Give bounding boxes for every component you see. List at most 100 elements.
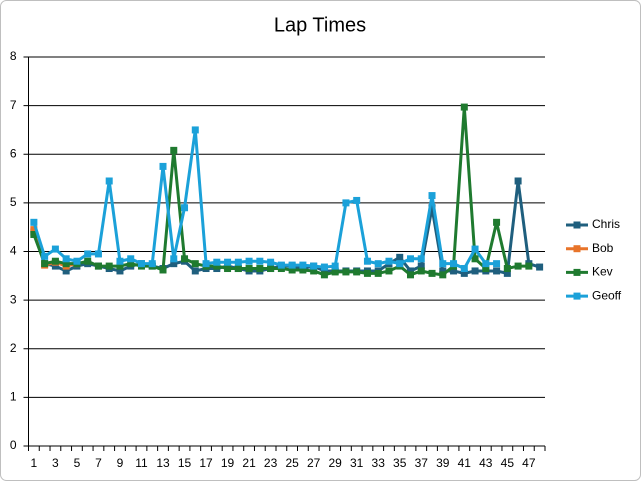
point-marker — [385, 257, 393, 265]
point-marker — [406, 271, 414, 279]
point-marker — [493, 267, 501, 275]
legend-swatch-marker — [573, 268, 581, 276]
point-marker — [406, 255, 414, 263]
point-marker — [396, 253, 404, 261]
point-marker — [62, 255, 70, 263]
point-marker — [51, 262, 59, 270]
y-tick-label: 6 — [10, 146, 17, 160]
point-marker — [514, 262, 522, 270]
y-tick-label: 2 — [10, 341, 17, 355]
point-marker — [30, 226, 38, 234]
point-marker — [503, 265, 511, 273]
x-tick-label: 13 — [156, 456, 170, 470]
point-marker — [320, 267, 328, 275]
point-marker — [30, 230, 38, 238]
y-tick-label: 5 — [10, 195, 17, 209]
point-marker — [450, 260, 458, 268]
point-marker — [417, 262, 425, 270]
legend-label: Kev — [592, 265, 613, 279]
point-marker — [439, 260, 447, 268]
point-marker — [245, 257, 253, 265]
point-marker — [493, 218, 501, 226]
chart-title: Lap Times — [274, 14, 366, 36]
point-marker — [353, 268, 361, 276]
point-marker — [116, 267, 124, 275]
y-tick-label: 1 — [10, 390, 17, 404]
y-tick-label: 7 — [10, 98, 17, 112]
point-marker — [428, 192, 436, 200]
point-marker — [245, 265, 253, 273]
point-marker — [62, 267, 70, 275]
point-marker — [417, 267, 425, 275]
legend-swatch-marker — [573, 221, 581, 229]
point-marker — [288, 261, 296, 269]
point-marker — [331, 262, 339, 270]
x-tick-label: 29 — [328, 456, 342, 470]
point-marker — [267, 258, 275, 266]
point-marker — [116, 262, 124, 270]
x-tick-label: 21 — [242, 456, 256, 470]
point-marker — [525, 262, 533, 270]
point-marker — [224, 265, 232, 273]
point-marker — [536, 263, 544, 271]
point-marker — [428, 204, 436, 212]
legend-swatch-marker — [573, 292, 581, 300]
point-marker — [181, 204, 189, 212]
x-tick-label: 5 — [74, 456, 81, 470]
point-marker — [256, 257, 264, 265]
point-marker — [493, 260, 501, 268]
point-marker — [224, 258, 232, 266]
point-marker — [396, 260, 404, 268]
point-marker — [450, 267, 458, 275]
point-marker — [342, 268, 350, 276]
point-marker — [41, 260, 49, 268]
point-marker — [202, 260, 210, 268]
x-tick-label: 17 — [199, 456, 213, 470]
point-marker — [94, 250, 102, 258]
point-marker — [181, 255, 189, 263]
point-marker — [385, 267, 393, 275]
point-marker — [460, 269, 468, 277]
point-marker — [320, 263, 328, 271]
y-tick-label: 4 — [10, 244, 17, 258]
point-marker — [374, 269, 382, 277]
point-marker — [159, 162, 167, 170]
x-tick-label: 27 — [307, 456, 321, 470]
x-tick-label: 9 — [117, 456, 124, 470]
x-tick-label: 35 — [393, 456, 407, 470]
y-tick-label: 3 — [10, 292, 17, 306]
point-marker — [137, 260, 145, 268]
x-tick-label: 39 — [436, 456, 450, 470]
series — [30, 126, 501, 273]
point-marker — [342, 199, 350, 207]
x-tick-label: 25 — [285, 456, 299, 470]
point-marker — [406, 267, 414, 275]
x-tick-label: 3 — [52, 456, 59, 470]
point-marker — [299, 261, 307, 269]
x-tick-label: 45 — [501, 456, 515, 470]
point-marker — [41, 252, 49, 260]
point-marker — [417, 255, 425, 263]
point-marker — [482, 265, 490, 273]
point-marker — [213, 258, 221, 266]
point-marker — [471, 245, 479, 253]
point-marker — [51, 257, 59, 265]
x-tick-label: 33 — [372, 456, 386, 470]
point-marker — [148, 260, 156, 268]
point-marker — [353, 196, 361, 204]
x-tick-label: 1 — [31, 456, 38, 470]
x-tick-label: 7 — [95, 456, 102, 470]
point-marker — [288, 266, 296, 274]
legend-label: Geoff — [592, 288, 622, 302]
point-marker — [277, 261, 285, 269]
point-marker — [170, 260, 178, 268]
x-tick-label: 15 — [178, 456, 192, 470]
x-tick-label: 19 — [221, 456, 235, 470]
x-tick-label: 43 — [479, 456, 493, 470]
point-marker — [320, 271, 328, 279]
point-marker — [310, 267, 318, 275]
point-marker — [170, 255, 178, 263]
point-marker — [116, 257, 124, 265]
